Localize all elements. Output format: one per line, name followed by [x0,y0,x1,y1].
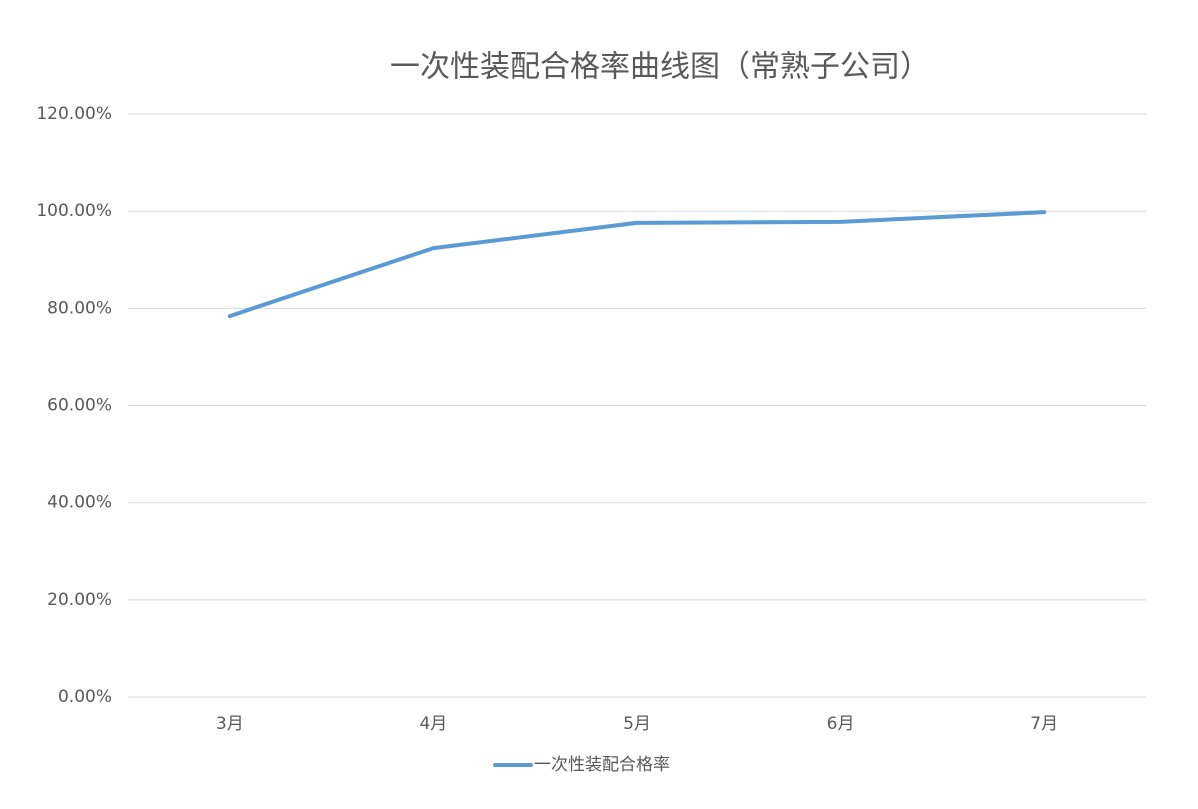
chart-title: 一次性装配合格率曲线图（常熟子公司） [390,50,930,85]
y-tick-label: 100.00% [36,201,112,221]
y-tick-label: 40.00% [47,493,112,513]
x-tick-label: 6月 [827,714,855,734]
x-tick-label: 7月 [1030,714,1058,734]
x-tick-label: 4月 [419,714,447,734]
y-tick-label: 120.00% [36,104,112,124]
y-tick-label: 60.00% [47,396,112,416]
legend-label: 一次性装配合格率 [534,755,670,775]
x-tick-label: 5月 [623,714,651,734]
y-tick-label: 0.00% [58,687,112,707]
data-line [227,210,1047,319]
y-tick-label: 20.00% [47,590,112,610]
x-tick-label: 3月 [216,714,244,734]
y-tick-label: 80.00% [47,298,112,318]
